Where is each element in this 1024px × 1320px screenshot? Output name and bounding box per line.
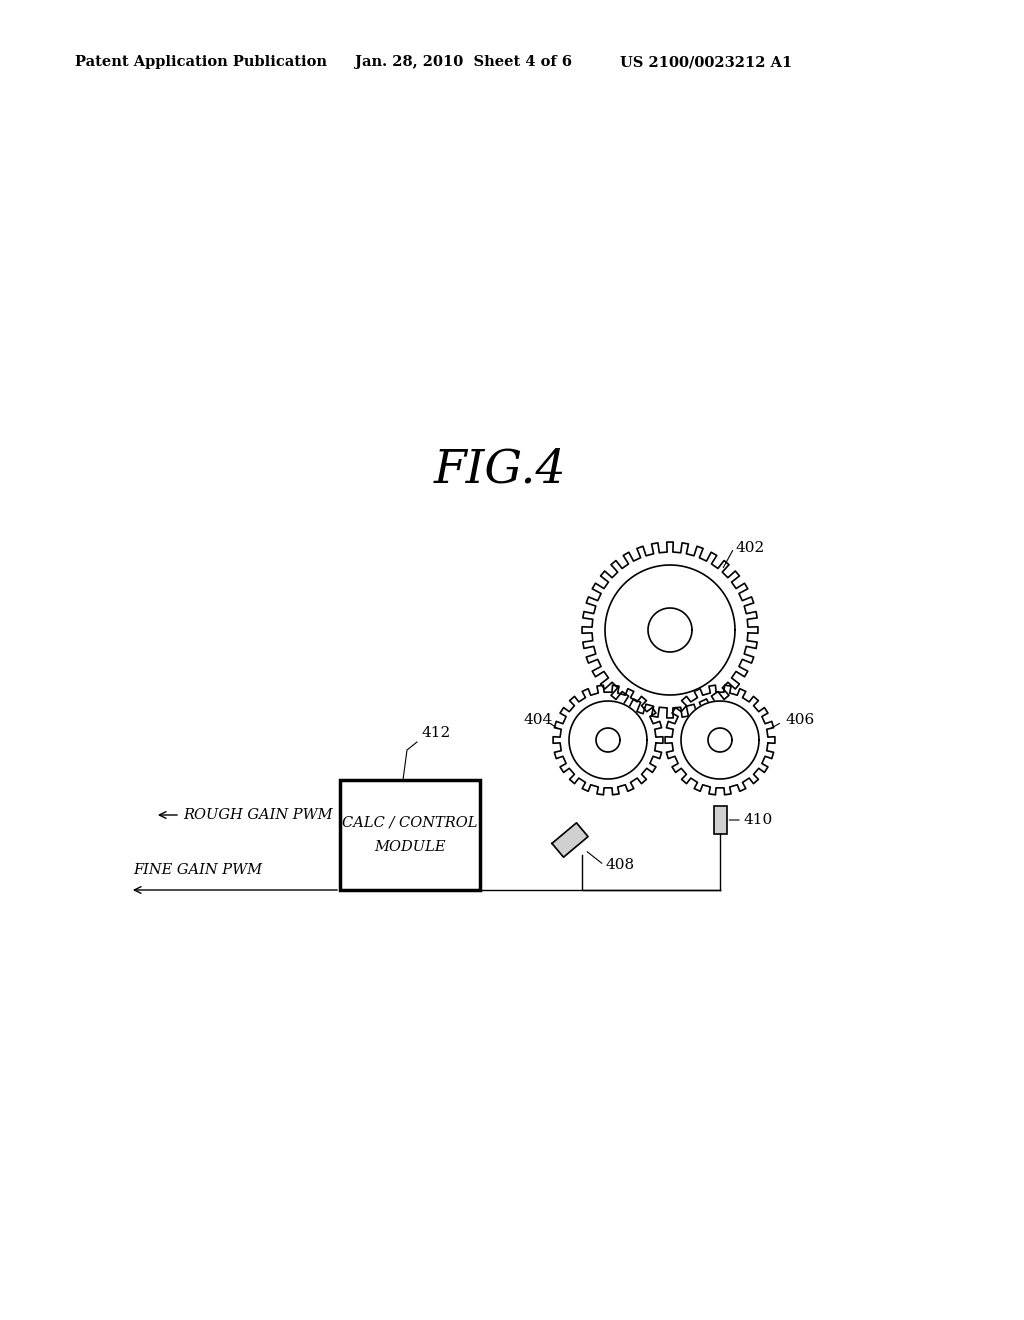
Polygon shape xyxy=(553,685,663,795)
Polygon shape xyxy=(605,565,735,696)
Text: 404: 404 xyxy=(523,713,552,727)
Polygon shape xyxy=(681,701,759,779)
Text: 410: 410 xyxy=(743,813,772,828)
Polygon shape xyxy=(648,609,692,652)
Polygon shape xyxy=(708,729,732,752)
Text: 412: 412 xyxy=(422,726,452,741)
Polygon shape xyxy=(582,543,758,718)
Text: MODULE: MODULE xyxy=(374,840,445,854)
Text: Jan. 28, 2010  Sheet 4 of 6: Jan. 28, 2010 Sheet 4 of 6 xyxy=(355,55,572,69)
Bar xyxy=(340,780,480,890)
Text: FIG.4: FIG.4 xyxy=(434,447,566,492)
Polygon shape xyxy=(552,822,588,857)
Text: US 2100/0023212 A1: US 2100/0023212 A1 xyxy=(620,55,793,69)
Text: FINE GAIN PWM: FINE GAIN PWM xyxy=(133,863,262,876)
Bar xyxy=(714,807,726,834)
Polygon shape xyxy=(569,701,647,779)
Text: Patent Application Publication: Patent Application Publication xyxy=(75,55,327,69)
Text: 402: 402 xyxy=(735,541,764,554)
Polygon shape xyxy=(596,729,620,752)
Text: 408: 408 xyxy=(605,858,634,873)
Text: CALC / CONTROL: CALC / CONTROL xyxy=(342,816,478,830)
Polygon shape xyxy=(666,685,775,795)
Text: ROUGH GAIN PWM: ROUGH GAIN PWM xyxy=(183,808,333,822)
Text: 406: 406 xyxy=(785,713,814,727)
